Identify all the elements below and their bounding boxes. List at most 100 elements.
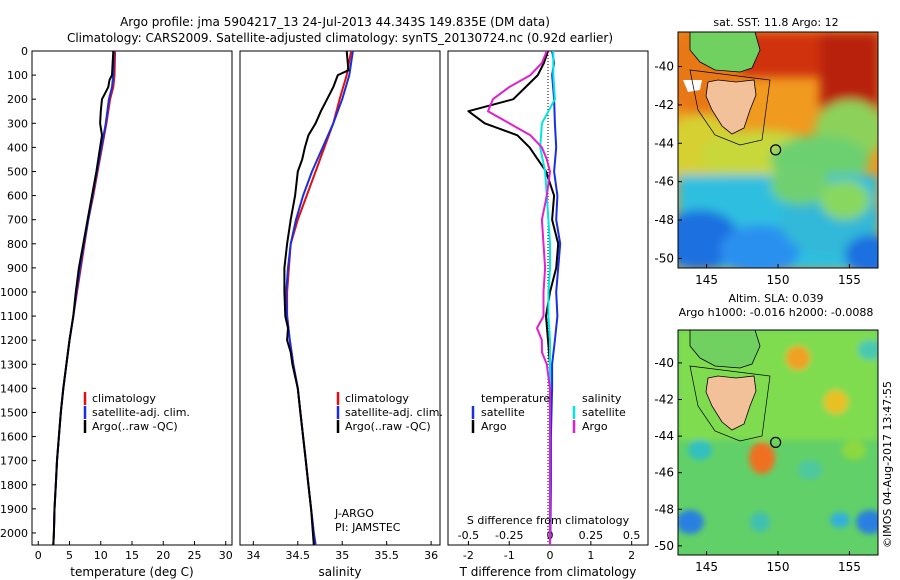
temperature-legend: climatology satellite-adj. clim. Argo(..… xyxy=(83,392,190,433)
sla-argo-marker xyxy=(770,436,782,448)
sst-lat-tick-label: -44 xyxy=(654,136,674,150)
depth-tick-label: 0 xyxy=(21,45,28,58)
legend-label-salinity-argo: Argo xyxy=(582,420,608,433)
depth-tick-label: 1500 xyxy=(0,406,28,419)
temperature-x-tick-label: 20 xyxy=(156,549,170,562)
difference-legend: temperature salinity satellite Argo sate… xyxy=(471,392,626,433)
figure-title-line-2: Climatology: CARS2009. Satellite-adjuste… xyxy=(67,31,613,45)
principal-investigator-label: PI: JAMSTEC xyxy=(335,521,401,534)
sla-lat-tick-label: -40 xyxy=(654,356,674,370)
sst-map: sat. SST: 11.8 Argo: 12 xyxy=(654,16,879,287)
salinity-x-tick-label: 35 xyxy=(335,549,349,562)
depth-tick-label: 1900 xyxy=(0,503,28,516)
legend-label-satellite: satellite-adj. clim. xyxy=(345,406,443,419)
sst-lon-tick-label: 145 xyxy=(695,273,718,287)
sst-map-axes: 145 150 155 -40 -42 -44 -46 -48 -50 xyxy=(654,60,860,287)
salinity-x-tick-label: 34.5 xyxy=(286,549,311,562)
legend-label-argo: Argo(..raw -QC) xyxy=(345,420,431,433)
difference-series xyxy=(467,50,562,546)
sla-lat-tick-label: -42 xyxy=(654,393,674,407)
temperature-x-axis: 0 5 10 15 20 25 30 xyxy=(35,541,233,562)
salinity-x-tick-label: 34 xyxy=(246,549,260,562)
depth-tick-label: 100 xyxy=(7,69,28,82)
sst-lat-tick-label: -48 xyxy=(654,213,674,227)
difference-x-tick-label: -1 xyxy=(504,549,515,562)
salinity-difference-tick-label: 0.25 xyxy=(579,529,604,542)
depth-tick-label: 1300 xyxy=(0,358,28,371)
difference-x-tick-label: -2 xyxy=(463,549,474,562)
depth-tick-label: 1000 xyxy=(0,286,28,299)
legend-label-climatology: climatology xyxy=(92,392,156,405)
temperature-panel: 0100200300400500600700800900100011001200… xyxy=(0,45,233,579)
salinity-x-tick-label: 35.5 xyxy=(374,549,399,562)
sst-lat-tick-label: -46 xyxy=(654,175,674,189)
sst-lon-tick-label: 155 xyxy=(838,273,861,287)
sla-lat-tick-label: -44 xyxy=(654,429,674,443)
figure-title-line-1: Argo profile: jma 5904217_13 24-Jul-2013… xyxy=(120,15,550,29)
temperature-x-label: temperature (deg C) xyxy=(70,565,193,579)
salinity-series xyxy=(283,50,354,546)
salinity-x-axis: 34 34.5 35 35.5 36 xyxy=(246,541,438,562)
depth-tick-label: 700 xyxy=(7,214,28,227)
imos-credit: ©IMOS 04-Aug-2017 13:47:55 xyxy=(881,381,894,548)
difference-series-t-satellite xyxy=(549,50,562,546)
depth-tick-label: 1600 xyxy=(0,431,28,444)
sla-map: Altim. SLA: 0.039 Argo h1000: -0.016 h20… xyxy=(654,292,879,574)
sla-map-title-line-1: Altim. SLA: 0.039 xyxy=(728,292,823,305)
salinity-difference-tick-label: -0.5 xyxy=(458,529,479,542)
sst-lat-tick-label: -40 xyxy=(654,60,674,74)
depth-tick-label: 1800 xyxy=(0,479,28,492)
salinity-x-label: salinity xyxy=(318,565,361,579)
sla-map-axes: 145 150 155 -40 -42 -44 -46 -48 -50 xyxy=(654,356,860,574)
sst-lat-tick-label: -50 xyxy=(654,251,674,265)
sla-map-title-line-2: Argo h1000: -0.016 h2000: -0.0088 xyxy=(679,306,874,319)
depth-axis: 0 100 200 300 400 500 600 700 800 900 1000 1100 1200… xyxy=(0,45,36,540)
temperature-x-tick-label: 30 xyxy=(219,549,233,562)
temperature-x-tick-label: 15 xyxy=(125,549,139,562)
sla-lat-tick-label: -46 xyxy=(654,466,674,480)
temperature-x-tick-label: 5 xyxy=(66,549,73,562)
temperature-difference-label: T difference from climatology xyxy=(459,565,637,579)
temperature-x-tick-label: 0 xyxy=(35,549,42,562)
legend-label-salinity-satellite: satellite xyxy=(582,406,626,419)
sla-lat-tick-label: -48 xyxy=(654,502,674,516)
difference-series-s-argo xyxy=(487,50,551,545)
sst-field xyxy=(678,32,878,268)
sst-lat-tick-label: -42 xyxy=(654,98,674,112)
legend-label-temperature-satellite: satellite xyxy=(481,406,525,419)
salinity-legend: climatology satellite-adj. clim. Argo(..… xyxy=(336,392,443,433)
difference-x-tick-label: 1 xyxy=(587,549,594,562)
salinity-x-tick-label: 36 xyxy=(424,549,438,562)
float-program-label: J-ARGO xyxy=(334,507,374,520)
salinity-difference-label: S difference from climatology xyxy=(467,514,630,527)
sla-lat-tick-label: -50 xyxy=(654,539,674,553)
salinity-plot-frame xyxy=(239,50,441,546)
depth-tick-label: 900 xyxy=(7,262,28,275)
difference-x-tick-label: 2 xyxy=(628,549,635,562)
depth-tick-label: 1400 xyxy=(0,382,28,395)
depth-tick-label: 500 xyxy=(7,165,28,178)
sla-lon-tick-label: 155 xyxy=(838,560,861,574)
difference-x-tick-label: 0 xyxy=(547,549,554,562)
temperature-plot-frame xyxy=(31,50,233,546)
sst-map-title: sat. SST: 11.8 Argo: 12 xyxy=(713,16,838,29)
legend-label-climatology: climatology xyxy=(345,392,409,405)
legend-label-satellite: satellite-adj. clim. xyxy=(92,406,190,419)
legend-title-temperature: temperature xyxy=(481,392,550,405)
difference-panel: -2 -1 0 1 2-0.5 -0.25 0 0.25 0.5 temperature sal… xyxy=(447,50,649,579)
salinity-difference-tick-label: 0.5 xyxy=(623,529,641,542)
depth-tick-label: 2000 xyxy=(0,527,28,540)
salinity-panel: 34 34.5 35 35.5 36 climatology satellite-adj… xyxy=(239,50,443,579)
temperature-series xyxy=(52,50,117,546)
sla-field xyxy=(678,330,878,555)
depth-tick-label: 400 xyxy=(7,141,28,154)
legend-title-salinity: salinity xyxy=(582,392,622,405)
sst-argo-marker xyxy=(770,144,782,156)
temperature-x-tick-label: 25 xyxy=(188,549,202,562)
temperature-x-tick-label: 10 xyxy=(94,549,108,562)
depth-tick-label: 1700 xyxy=(0,455,28,468)
sla-lon-tick-label: 150 xyxy=(767,560,790,574)
depth-tick-label: 600 xyxy=(7,190,28,203)
salinity-difference-tick-label: -0.25 xyxy=(495,529,523,542)
